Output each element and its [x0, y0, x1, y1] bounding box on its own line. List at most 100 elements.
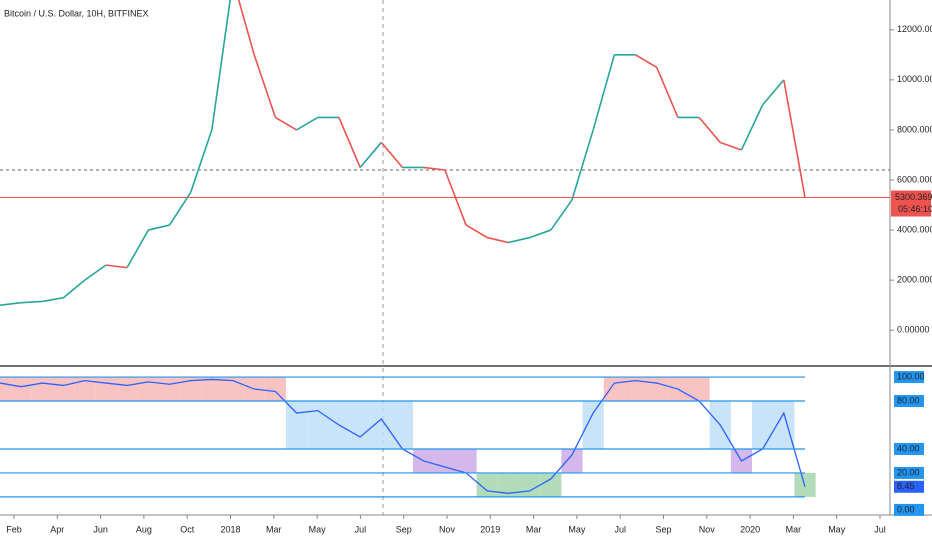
- zone-fill: [519, 472, 541, 497]
- price-segment: [296, 116, 319, 131]
- time-tick-label: 2018: [220, 524, 240, 534]
- y-tick-label: 8000.00000: [897, 124, 932, 134]
- countdown-label: 05:46:10: [898, 204, 932, 214]
- y-tick-badge: [894, 466, 924, 479]
- zone-fill: [646, 377, 668, 402]
- price-segment: [465, 224, 488, 239]
- zone-fill: [10, 377, 32, 402]
- price-segment: [42, 296, 64, 303]
- zone-fill: [349, 401, 371, 449]
- zone-fill: [31, 377, 53, 402]
- zone-fill: [116, 377, 138, 402]
- zone-fill: [688, 377, 710, 402]
- y-tick-badge: [894, 395, 924, 408]
- zone-fill: [52, 377, 75, 402]
- zone-fill: [391, 401, 414, 449]
- price-segment: [571, 129, 594, 201]
- price-segment: [487, 236, 509, 244]
- time-tick-label: Jun: [93, 524, 108, 534]
- time-tick-label: Nov: [439, 524, 456, 534]
- last-value-label: 8.45: [897, 481, 915, 491]
- price-segment: [105, 264, 128, 269]
- y-tick-label: 10000.00000: [897, 74, 932, 84]
- price-segment: [740, 104, 764, 151]
- time-tick-label: Sep: [655, 524, 671, 534]
- price-segment: [635, 54, 658, 69]
- price-segment: [783, 79, 806, 198]
- price-segment: [529, 229, 552, 239]
- time-tick-label: Mar: [786, 524, 802, 534]
- zone-fill: [158, 377, 181, 402]
- time-tick-label: Mar: [266, 524, 282, 534]
- time-tick-label: 2019: [480, 524, 500, 534]
- zone-fill: [137, 377, 159, 402]
- price-segment: [0, 301, 22, 306]
- zone-fill: [773, 401, 795, 449]
- zone-fill: [307, 401, 329, 449]
- zone-fill: [624, 377, 647, 402]
- price-segment: [274, 116, 297, 131]
- time-tick-label: May: [309, 524, 327, 534]
- price-segment: [380, 141, 404, 168]
- price-segment: [189, 129, 213, 193]
- price-segment: [253, 54, 277, 118]
- zone-fill: [455, 448, 477, 473]
- y-tick-label: 0.00000: [897, 325, 930, 335]
- price-segment: [359, 141, 382, 168]
- price-segment: [423, 166, 445, 171]
- y-tick-label: 100.00: [897, 371, 925, 381]
- price-segment: [592, 54, 616, 131]
- time-tick-label: Feb: [6, 524, 22, 534]
- price-segment: [550, 199, 573, 231]
- chart-title: Bitcoin / U.S. Dollar, 10H, BITFINEX: [4, 8, 149, 18]
- time-tick-label: Jul: [355, 524, 367, 534]
- time-tick-label: 2020: [740, 524, 760, 534]
- price-segment: [211, 0, 231, 131]
- zone-fill: [582, 401, 604, 449]
- last-price-label: 5300.3699: [895, 192, 932, 202]
- time-tick-label: Oct: [180, 524, 195, 534]
- price-segment: [338, 117, 361, 168]
- zone-fill: [0, 377, 11, 402]
- y-tick-label: 2000.00000: [897, 275, 932, 285]
- y-tick-label: 40.00: [897, 443, 920, 453]
- price-segment: [63, 279, 86, 299]
- y-tick-badge: [894, 371, 924, 384]
- time-tick-label: Nov: [699, 524, 716, 534]
- pane: [0, 377, 816, 497]
- zone-fill: [370, 401, 392, 449]
- y-tick-label: 12000.00000: [897, 24, 932, 34]
- y-tick-label: 80.00: [897, 395, 920, 405]
- time-tick-label: Apr: [50, 524, 64, 534]
- y-tick-label: 20.00: [897, 467, 920, 477]
- zone-fill: [434, 448, 456, 473]
- zone-fill: [561, 448, 583, 473]
- price-segment: [762, 79, 785, 106]
- zone-fill: [95, 377, 117, 402]
- pane: [0, 0, 806, 306]
- zone-fill: [201, 377, 223, 402]
- zone-fill: [180, 377, 202, 402]
- y-tick-badge: [894, 442, 924, 455]
- zone-fill: [285, 401, 308, 449]
- time-tick-label: Aug: [136, 524, 152, 534]
- price-segment: [237, 0, 255, 56]
- price-segment: [719, 141, 742, 151]
- zone-fill: [497, 472, 520, 497]
- price-segment: [508, 236, 530, 244]
- zone-fill: [540, 472, 562, 497]
- price-segment: [148, 224, 170, 231]
- zone-fill: [752, 401, 774, 449]
- last-value-badge: [894, 480, 924, 493]
- time-tick-label: May: [568, 524, 586, 534]
- zone-fill: [74, 377, 96, 402]
- y-tick-label: 4000.00000: [897, 224, 932, 234]
- time-tick-label: Jul: [614, 524, 626, 534]
- zone-fill: [603, 377, 625, 402]
- y-tick-label: 6000.00000: [897, 174, 932, 184]
- price-segment: [698, 116, 721, 143]
- y-tick-label: 0.00: [897, 504, 915, 514]
- time-tick-label: Mar: [526, 524, 542, 534]
- time-tick-label: May: [828, 524, 846, 534]
- zone-fill: [264, 377, 286, 402]
